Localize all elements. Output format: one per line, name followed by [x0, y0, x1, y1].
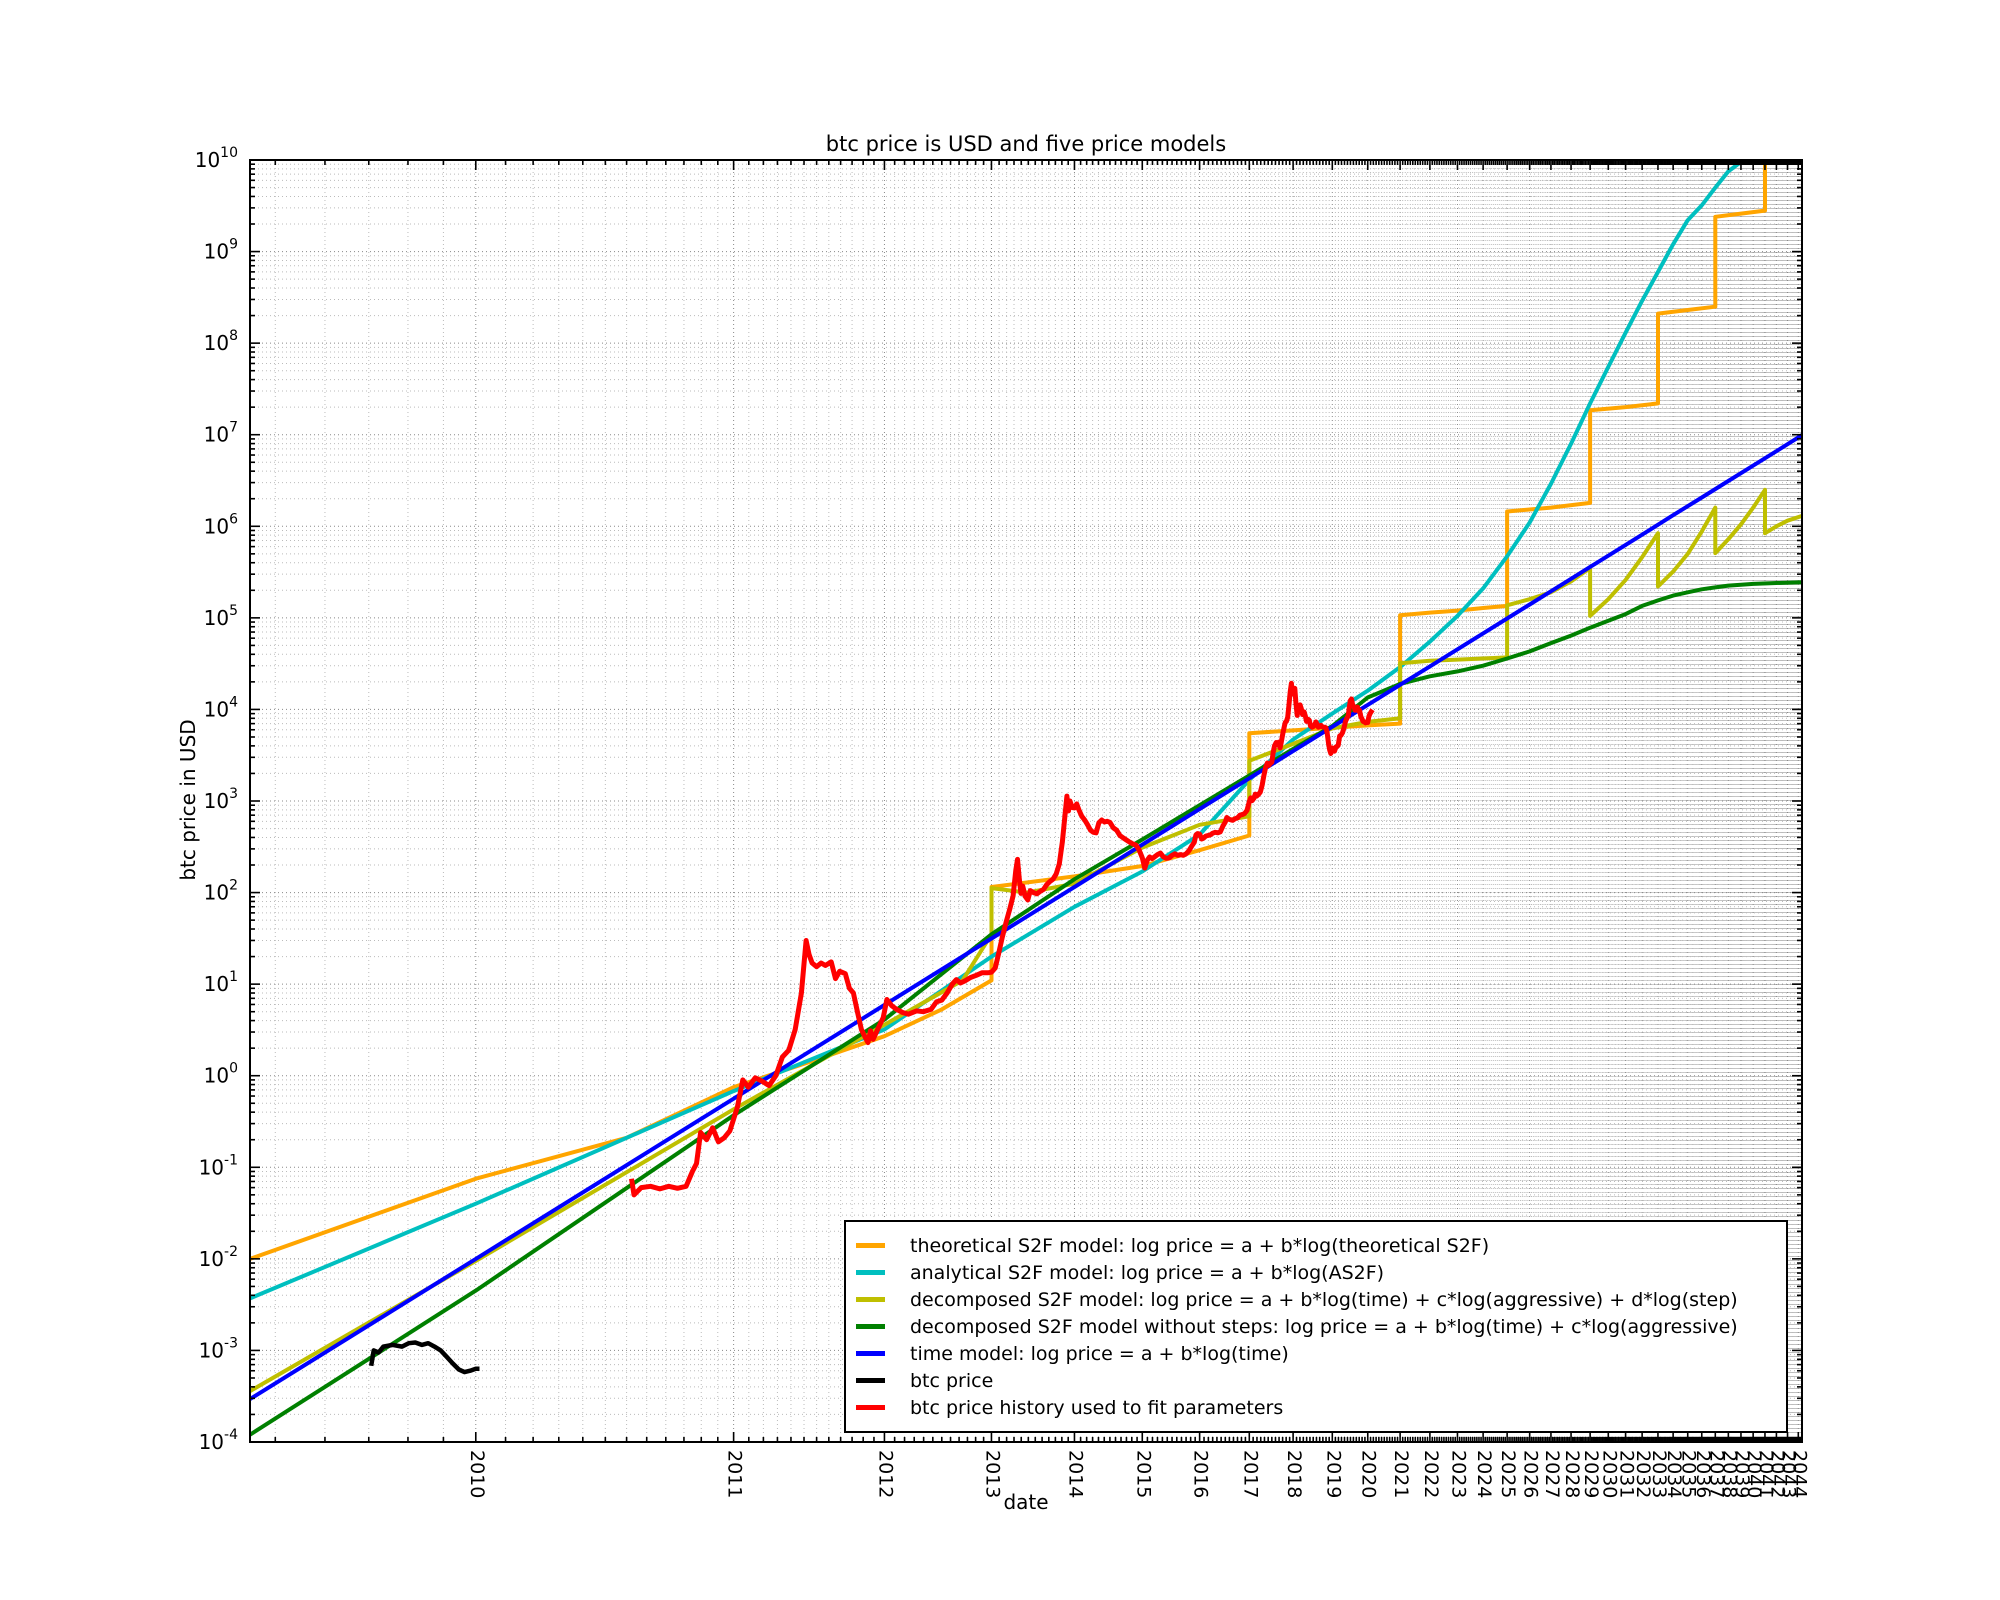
legend-line-sample [856, 1270, 885, 1275]
x-tick-label: 2013 [982, 1450, 1004, 1498]
y-tick-label: 101 [204, 969, 238, 996]
x-tick-label: 2030 [1598, 1450, 1620, 1498]
legend-line-sample [856, 1351, 885, 1356]
x-tick-label: 2043 [1778, 1450, 1800, 1498]
x-tick-label: 2022 [1420, 1450, 1442, 1498]
x-tick-label: 2044 [1788, 1450, 1810, 1498]
x-tick-label: 2014 [1065, 1450, 1087, 1498]
y-tick-label: 104 [204, 694, 238, 721]
y-axis-label: btc price in USD [176, 719, 200, 881]
legend-entry: btc price history used to fit parameters [846, 1397, 1786, 1419]
y-tick-label: 10-2 [199, 1244, 238, 1271]
y-tick-label: 102 [204, 878, 238, 905]
x-tick-label: 2021 [1390, 1450, 1412, 1498]
x-tick-label: 2035 [1678, 1450, 1700, 1498]
series-decomposed-s2f-model-without-steps [250, 580, 1802, 1437]
legend-entry: decomposed S2F model without steps: log … [846, 1316, 1786, 1338]
series-time-model [250, 433, 1802, 1401]
x-tick-label: 2027 [1541, 1450, 1563, 1498]
legend-entry-label: btc price history used to fit parameters [910, 1396, 1284, 1419]
y-tick-label: 1010 [195, 145, 238, 172]
y-tick-label: 100 [204, 1061, 238, 1088]
legend-line-sample [856, 1243, 885, 1248]
y-tick-label: 109 [204, 237, 238, 264]
x-tick-label: 2032 [1632, 1450, 1654, 1498]
y-tick-label: 10-4 [199, 1427, 239, 1454]
y-tick-label: 107 [204, 420, 238, 447]
x-tick-label: 2042 [1766, 1450, 1788, 1498]
x-tick-label: 2017 [1239, 1450, 1261, 1498]
legend-line-sample [856, 1297, 885, 1302]
series-btc-price-history-used-to-fit-parameters [629, 680, 1375, 1198]
x-tick-label: 2034 [1663, 1450, 1685, 1498]
x-tick-labels: 2010 2011 2012 2013 2014 2015 2016 2017 2018 2019… [466, 1450, 1811, 1498]
x-tick-label: 2020 [1358, 1450, 1380, 1498]
legend-entry-label: btc price [910, 1369, 994, 1392]
x-tick-label: 2016 [1190, 1450, 1212, 1498]
series-analytical-s2f-model [250, 160, 1746, 1301]
x-tick-label: 2041 [1755, 1450, 1777, 1498]
legend-entry: theoretical S2F model: log price = a + b… [846, 1235, 1786, 1257]
x-tick-label: 2028 [1561, 1450, 1583, 1498]
x-tick-label: 2011 [724, 1450, 746, 1498]
x-tick-label: 2039 [1731, 1450, 1753, 1498]
x-tick-label: 2026 [1520, 1450, 1542, 1498]
chart-title: btc price is USD and five price models [825, 132, 1227, 156]
legend-line-sample [856, 1324, 885, 1329]
x-tick-label: 2036 [1692, 1450, 1714, 1498]
x-tick-label: 2029 [1580, 1450, 1602, 1498]
x-tick-label: 2040 [1743, 1450, 1765, 1498]
y-tick-label: 10-3 [199, 1335, 238, 1362]
y-tick-labels: 1010 109 108 107 106 105 104 103 102 101 100 10-1 10… [195, 145, 238, 1454]
legend-entry-label: decomposed S2F model: log price = a + b*… [910, 1288, 1738, 1311]
legend-entry: btc price [846, 1370, 1786, 1392]
series-group [250, 160, 1802, 1437]
x-tick-label: 2037 [1705, 1450, 1727, 1498]
legend-entry-label: theoretical S2F model: log price = a + b… [910, 1234, 1490, 1257]
x-tick-label: 2025 [1497, 1450, 1519, 1498]
legend-entry-label: time model: log price = a + b*log(time) [910, 1342, 1289, 1365]
x-tick-label: 2010 [466, 1450, 488, 1498]
x-tick-label: 2012 [874, 1450, 896, 1498]
series-theoretical-s2f-model [250, 160, 1767, 1261]
plot-border [249, 159, 1803, 1443]
x-tick-label: 2018 [1283, 1450, 1305, 1498]
y-tick-label: 10-1 [199, 1152, 238, 1179]
x-tick-label: 2015 [1132, 1450, 1154, 1498]
y-tick-label: 103 [204, 786, 238, 813]
legend-entry-label: decomposed S2F model without steps: log … [910, 1315, 1738, 1338]
y-tick-label: 108 [204, 328, 238, 355]
y-tick-label: 105 [204, 603, 238, 630]
series-decomposed-s2f-model [250, 487, 1802, 1393]
x-tick-label: 2038 [1718, 1450, 1740, 1498]
x-tick-label: 2031 [1616, 1450, 1638, 1498]
legend-entry: time model: log price = a + b*log(time) [846, 1343, 1786, 1365]
legend: theoretical S2F model: log price = a + b… [844, 1220, 1788, 1433]
legend-line-sample [856, 1405, 885, 1410]
series-btc-price [368, 1340, 480, 1375]
legend-entry: decomposed S2F model: log price = a + b*… [846, 1289, 1786, 1311]
legend-entry: analytical S2F model: log price = a + b*… [846, 1262, 1786, 1284]
y-tick-label: 106 [204, 511, 238, 538]
x-tick-label: 2019 [1322, 1450, 1344, 1498]
legend-line-sample [856, 1378, 885, 1383]
x-tick-label: 2033 [1648, 1450, 1670, 1498]
legend-entry-label: analytical S2F model: log price = a + b*… [910, 1261, 1385, 1284]
x-axis-label: date [1003, 1490, 1049, 1514]
x-tick-label: 2023 [1448, 1450, 1470, 1498]
x-tick-label: 2024 [1473, 1450, 1495, 1498]
